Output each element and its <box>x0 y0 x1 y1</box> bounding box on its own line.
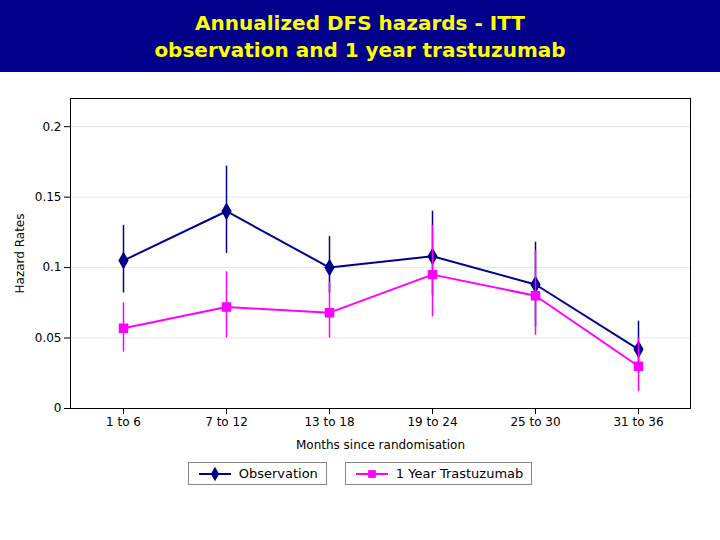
svg-text:0: 0 <box>54 401 62 415</box>
html-text:Annualized DFS hazards - ITT: Annualized DFS hazards - ITT <box>195 11 525 35</box>
html-text:Observation: Observation <box>238 466 318 481</box>
svg-text:1 to 6: 1 to 6 <box>106 415 141 429</box>
svg-text:0.2: 0.2 <box>42 120 61 134</box>
html-text:1 Year Trastuzumab: 1 Year Trastuzumab <box>395 466 524 481</box>
svg-text:0.15: 0.15 <box>35 190 62 204</box>
svg-text:Hazard Rates: Hazard Rates <box>13 214 27 294</box>
svg-text:13 to 18: 13 to 18 <box>304 415 354 429</box>
svg-text:25 to 30: 25 to 30 <box>510 415 560 429</box>
svg-text:Months since randomisation: Months since randomisation <box>296 438 465 452</box>
svg-text:0.1: 0.1 <box>42 260 61 274</box>
svg-text:7 to 12: 7 to 12 <box>205 415 248 429</box>
svg-text:19 to 24: 19 to 24 <box>407 415 457 429</box>
html-text:observation and 1 year trastuz: observation and 1 year trastuzumab <box>154 38 566 62</box>
svg-text:31 to 36: 31 to 36 <box>613 415 663 429</box>
svg-text:0.05: 0.05 <box>35 331 62 345</box>
